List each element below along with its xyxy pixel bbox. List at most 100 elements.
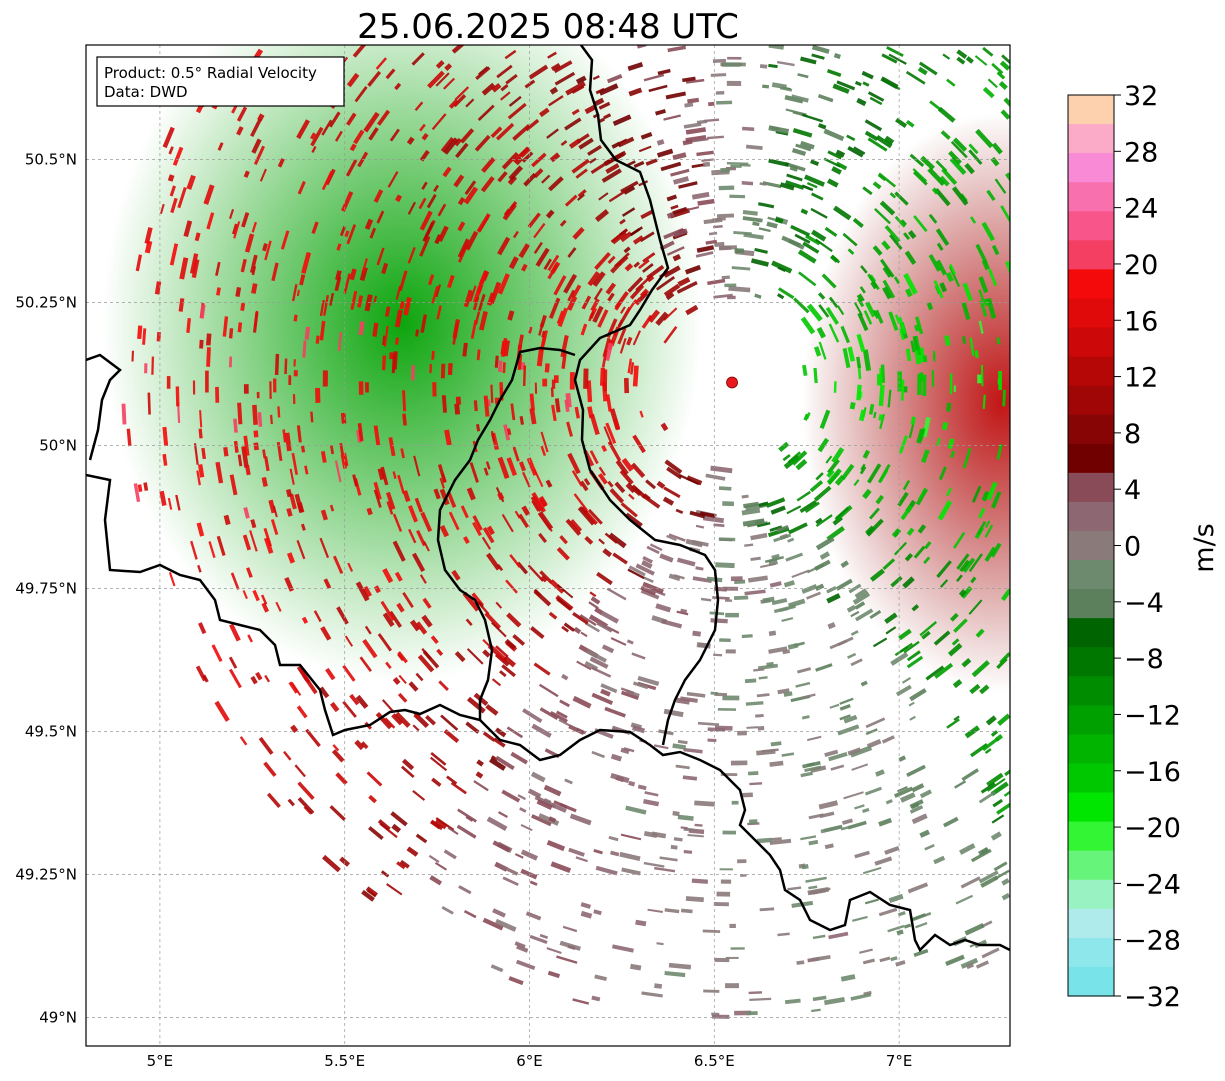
range-gate xyxy=(377,633,393,652)
range-gate xyxy=(890,956,898,962)
range-gate xyxy=(797,73,809,79)
range-gate xyxy=(917,66,928,76)
range-gate xyxy=(330,445,335,455)
range-gate xyxy=(256,391,260,399)
range-gate xyxy=(178,298,185,312)
range-gate xyxy=(169,185,176,197)
range-gate xyxy=(949,612,959,622)
range-gate xyxy=(451,45,467,54)
range-gate xyxy=(243,384,249,394)
range-gate xyxy=(121,403,127,425)
colorbar-swatch xyxy=(1068,618,1114,648)
range-gate xyxy=(529,880,538,886)
colorbar-tick-label: 12 xyxy=(1124,363,1158,394)
range-gate xyxy=(368,127,379,141)
range-gate xyxy=(432,382,437,397)
range-gate xyxy=(305,728,321,748)
range-gate xyxy=(856,384,862,401)
range-gate xyxy=(687,833,704,838)
range-gate xyxy=(921,630,931,640)
range-gate xyxy=(607,480,614,488)
range-gate xyxy=(590,596,601,605)
range-gate xyxy=(569,372,575,390)
range-gate xyxy=(589,157,597,164)
range-gate xyxy=(819,409,831,429)
range-gate xyxy=(236,126,244,136)
colorbar-swatch xyxy=(1068,298,1114,329)
range-gate xyxy=(918,487,927,501)
range-gate xyxy=(621,207,636,217)
range-gate xyxy=(730,576,743,582)
range-gate xyxy=(474,134,491,152)
range-gate xyxy=(866,518,884,537)
range-gate xyxy=(933,855,946,865)
range-gate xyxy=(680,908,693,914)
range-gate xyxy=(996,71,1006,80)
radar-site-marker[interactable] xyxy=(726,376,738,389)
range-gate xyxy=(831,447,845,464)
range-gate xyxy=(444,63,453,71)
range-gate xyxy=(159,490,167,506)
range-gate xyxy=(902,479,911,491)
range-gate xyxy=(261,602,270,613)
range-gate xyxy=(504,638,517,650)
range-gate xyxy=(768,63,778,69)
range-gate xyxy=(630,362,635,375)
range-gate xyxy=(862,866,882,875)
range-gate xyxy=(978,289,985,301)
range-gate xyxy=(144,240,153,254)
range-gate xyxy=(515,959,536,971)
range-gate xyxy=(975,960,990,969)
range-gate xyxy=(802,364,808,377)
range-gate xyxy=(590,298,600,312)
range-gate xyxy=(727,56,742,60)
colorbar-tick-label: −24 xyxy=(1124,869,1181,900)
range-gate xyxy=(490,755,499,762)
range-gate xyxy=(829,703,840,709)
range-gate xyxy=(508,95,522,107)
range-gate xyxy=(533,662,551,676)
range-gate xyxy=(862,449,871,459)
range-gate xyxy=(320,450,327,463)
range-gate xyxy=(643,576,654,583)
range-gate xyxy=(788,238,805,250)
range-gate xyxy=(856,293,865,303)
range-gate xyxy=(527,564,544,582)
range-gate xyxy=(415,329,420,337)
range-gate xyxy=(975,243,988,264)
range-gate xyxy=(518,243,530,259)
range-gate xyxy=(539,570,553,584)
range-gate xyxy=(665,292,675,301)
range-gate xyxy=(504,49,517,60)
colorbar-label: m/s xyxy=(1189,523,1220,572)
range-gate xyxy=(707,278,726,286)
range-gate xyxy=(506,457,517,477)
range-gate xyxy=(722,830,737,835)
range-gate xyxy=(177,402,181,423)
range-gate xyxy=(258,736,274,755)
range-gate xyxy=(481,157,496,173)
range-gate xyxy=(469,462,479,483)
range-gate xyxy=(349,693,360,706)
range-gate xyxy=(914,324,921,332)
range-gate xyxy=(612,552,628,565)
range-gate xyxy=(839,697,854,705)
range-gate xyxy=(556,547,570,561)
range-gate xyxy=(502,876,519,887)
range-gate xyxy=(713,902,729,907)
range-gate xyxy=(297,781,315,800)
range-gate xyxy=(862,958,875,965)
range-gate xyxy=(942,53,951,60)
range-gate xyxy=(332,744,340,752)
range-gate xyxy=(670,204,679,210)
range-gate xyxy=(899,328,905,341)
range-gate xyxy=(908,420,916,439)
range-gate xyxy=(183,220,193,238)
range-gate xyxy=(941,167,958,186)
range-gate xyxy=(373,585,381,594)
range-gate xyxy=(828,296,839,309)
range-gate xyxy=(403,297,412,316)
range-gate xyxy=(741,494,749,499)
